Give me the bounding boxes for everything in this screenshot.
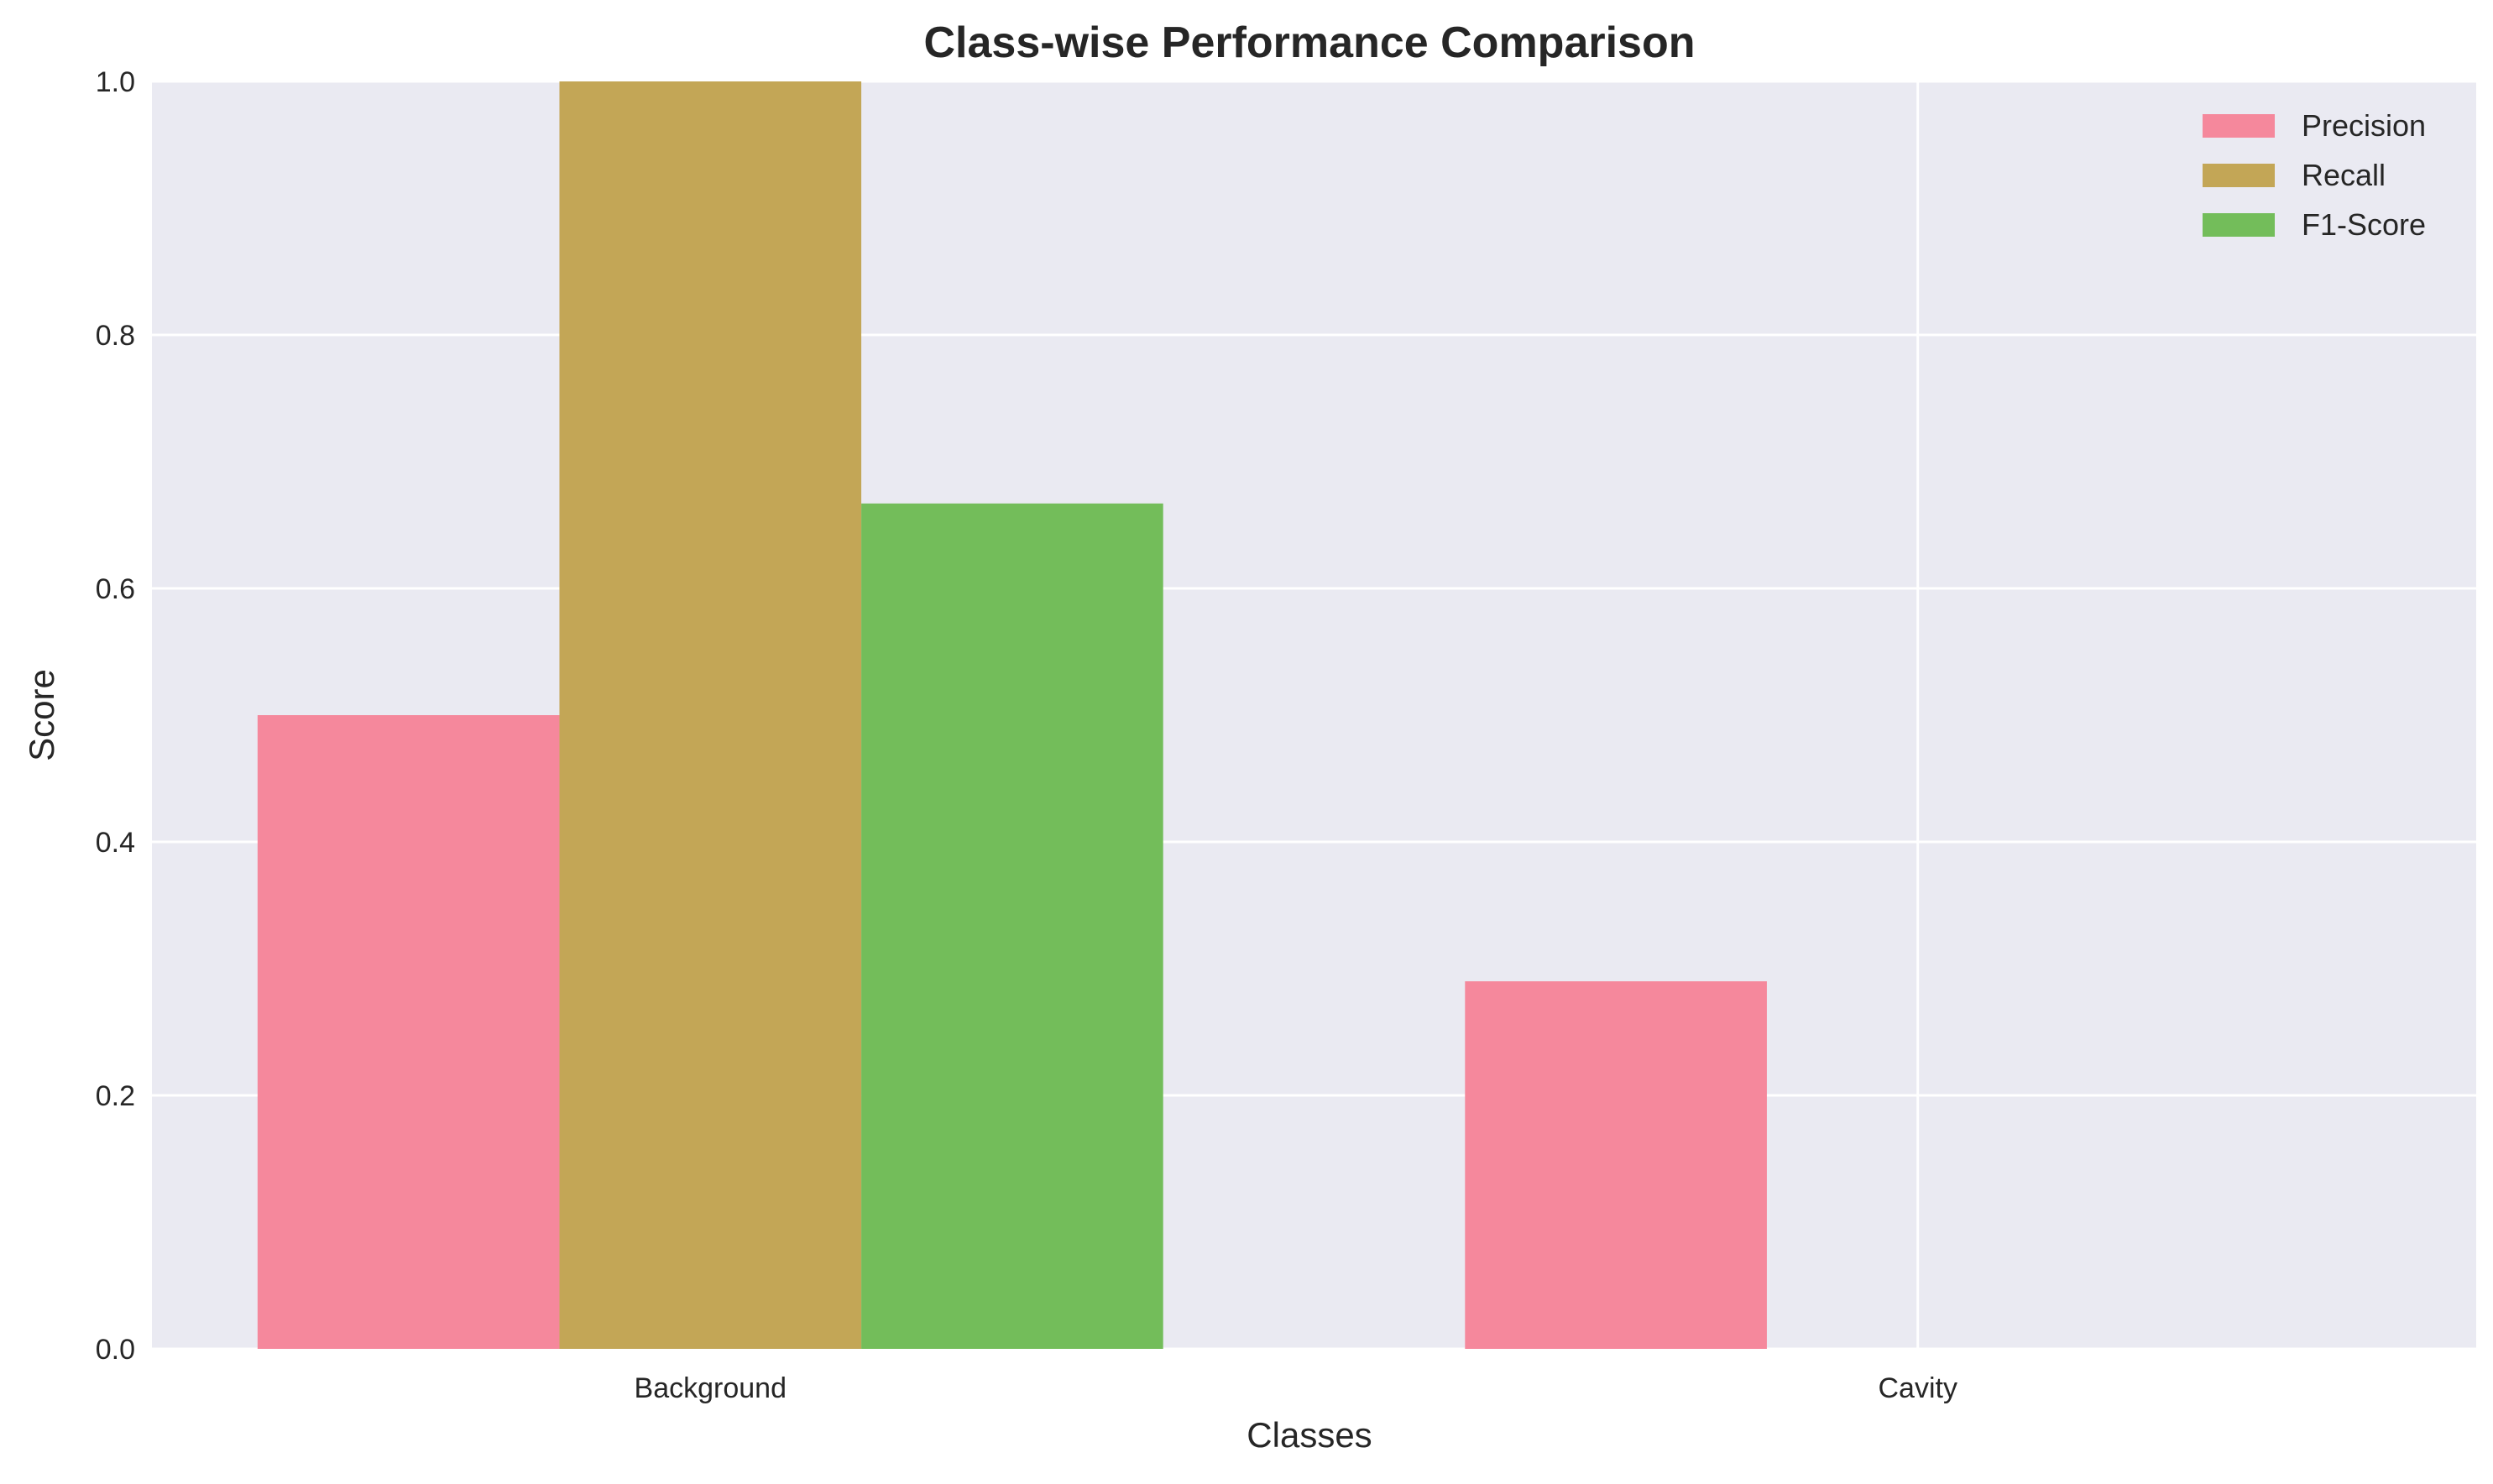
- y-axis-label: Score: [22, 669, 61, 761]
- y-tick-labels: 0.0 0.2 0.4 0.6 0.8 1.0: [96, 66, 135, 1366]
- bar-recall-background: [559, 81, 862, 1349]
- y-tick-label: 0.6: [96, 573, 135, 605]
- bar-f1-score-background: [861, 503, 1163, 1349]
- x-axis-label: Classes: [1246, 1415, 1372, 1455]
- legend-label-recall: Recall: [2302, 158, 2386, 192]
- legend-swatch-recall: [2203, 164, 2275, 187]
- y-tick-label: 0.8: [96, 320, 135, 352]
- y-tick-label: 0.2: [96, 1080, 135, 1112]
- chart-title: Class-wise Performance Comparison: [924, 18, 1696, 67]
- bars: [257, 81, 1767, 1349]
- bar-precision-background: [257, 715, 560, 1349]
- y-tick-label: 0.0: [96, 1334, 135, 1366]
- x-tick-label: Background: [635, 1372, 787, 1404]
- legend-label-precision: Precision: [2302, 108, 2426, 143]
- legend-swatch-f1-score: [2203, 213, 2275, 237]
- x-tick-labels: Background Cavity: [635, 1372, 1957, 1404]
- legend-swatch-precision: [2203, 114, 2275, 138]
- legend-label-f1-score: F1-Score: [2302, 207, 2426, 242]
- x-tick-label: Cavity: [1878, 1372, 1957, 1404]
- y-tick-label: 0.4: [96, 827, 135, 859]
- bar-precision-cavity: [1465, 981, 1767, 1349]
- legend: Precision Recall F1-Score: [2203, 108, 2426, 242]
- y-tick-label: 1.0: [96, 66, 135, 98]
